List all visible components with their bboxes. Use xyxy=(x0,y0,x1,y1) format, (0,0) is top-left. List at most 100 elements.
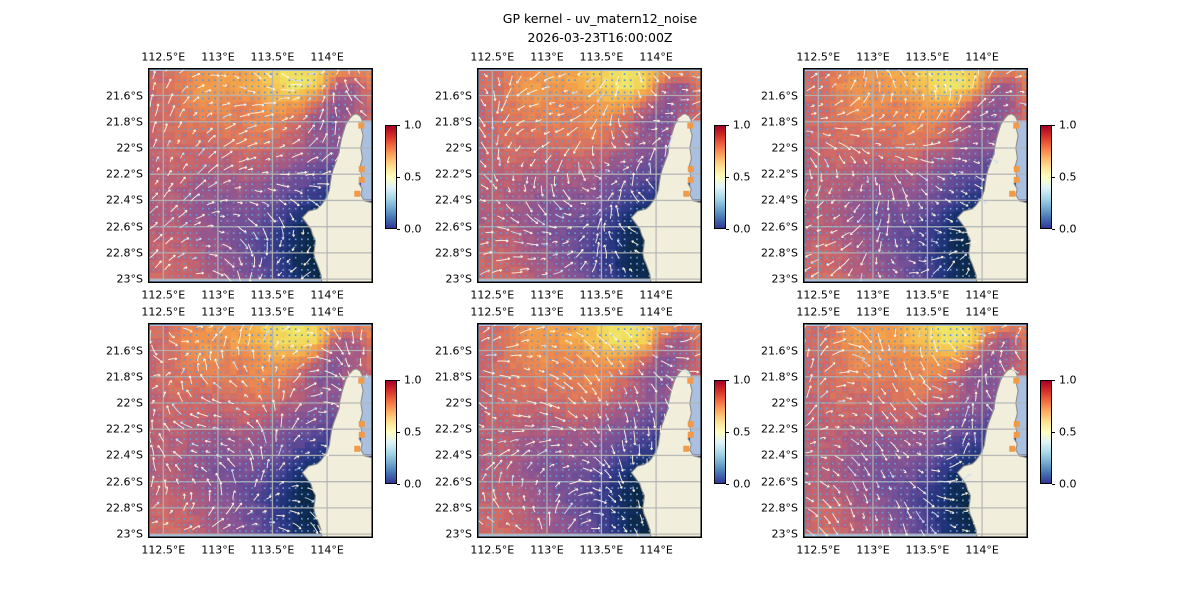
y-tick-7: 23°S xyxy=(771,527,798,541)
y-tick-5: 22.6°S xyxy=(106,475,143,489)
colorbar-tick-mark-1 xyxy=(1052,431,1055,433)
x-tick-top-1: 113°E xyxy=(856,305,890,319)
colorbar-r0-c2 xyxy=(1040,125,1052,229)
subplot-r0-c0: 112.5°E 112.5°E 113°E 113°E 113.5°E 113.5°E 11… xyxy=(106,51,442,302)
colorbar-tick-mark-1 xyxy=(397,176,400,178)
x-tick-bottom-1: 113°E xyxy=(856,288,890,302)
colorbar-tick-mark-2 xyxy=(726,228,729,230)
y-tick-6: 22.8°S xyxy=(435,246,472,260)
colorbar-r0-c1 xyxy=(714,125,726,229)
y-tick-4: 22.4°S xyxy=(435,193,472,207)
x-tick-top-0: 112.5°E xyxy=(141,305,186,319)
y-tick-4: 22.4°S xyxy=(435,448,472,462)
map-canvas-r0-c1 xyxy=(477,68,702,283)
y-tick-7: 23°S xyxy=(445,272,472,286)
y-tick-6: 22.8°S xyxy=(761,246,798,260)
x-tick-top-2: 113.5°E xyxy=(250,50,295,64)
colorbar-tick-label-0: 1.0 xyxy=(1059,373,1077,387)
colorbar-tick-label-1: 0.5 xyxy=(404,170,422,184)
x-tick-bottom-3: 114°E xyxy=(310,288,344,302)
y-tick-6: 22.8°S xyxy=(761,501,798,515)
subplot-r0-c2: 112.5°E 112.5°E 113°E 113°E 113.5°E 113.5°E 11… xyxy=(761,51,1097,302)
x-tick-top-1: 113°E xyxy=(856,50,890,64)
colorbar-r0-c0 xyxy=(385,125,397,229)
colorbar-r1-c1 xyxy=(714,380,726,484)
x-tick-bottom-3: 114°E xyxy=(965,288,999,302)
x-tick-bottom-0: 112.5°E xyxy=(470,543,515,557)
y-tick-1: 21.8°S xyxy=(106,370,143,384)
x-tick-bottom-3: 114°E xyxy=(965,543,999,557)
map-canvas-r0-c2 xyxy=(803,68,1028,283)
y-tick-2: 22°S xyxy=(771,396,798,410)
colorbar-tick-mark-1 xyxy=(726,431,729,433)
x-tick-top-0: 112.5°E xyxy=(796,50,841,64)
x-tick-bottom-0: 112.5°E xyxy=(470,288,515,302)
y-tick-3: 22.2°S xyxy=(106,167,143,181)
x-tick-bottom-0: 112.5°E xyxy=(796,288,841,302)
colorbar-tick-label-0: 1.0 xyxy=(733,373,751,387)
colorbar-tick-mark-0 xyxy=(1052,124,1055,126)
y-tick-2: 22°S xyxy=(445,396,472,410)
x-tick-bottom-2: 113.5°E xyxy=(250,288,295,302)
y-tick-4: 22.4°S xyxy=(106,448,143,462)
colorbar-tick-mark-1 xyxy=(726,176,729,178)
x-tick-top-3: 114°E xyxy=(310,305,344,319)
x-tick-bottom-3: 114°E xyxy=(639,543,673,557)
x-tick-top-2: 113.5°E xyxy=(250,305,295,319)
map-canvas-r1-c2 xyxy=(803,323,1028,538)
map-canvas-r1-c1 xyxy=(477,323,702,538)
y-tick-0: 21.6°S xyxy=(106,344,143,358)
colorbar-r1-c2 xyxy=(1040,380,1052,484)
y-tick-4: 22.4°S xyxy=(761,193,798,207)
x-tick-bottom-1: 113°E xyxy=(856,543,890,557)
colorbar-tick-label-0: 1.0 xyxy=(733,118,751,132)
y-tick-2: 22°S xyxy=(771,141,798,155)
x-tick-top-2: 113.5°E xyxy=(579,305,624,319)
x-tick-bottom-0: 112.5°E xyxy=(141,543,186,557)
x-tick-bottom-1: 113°E xyxy=(530,288,564,302)
map-canvas-r1-c0 xyxy=(148,323,373,538)
y-tick-5: 22.6°S xyxy=(106,220,143,234)
y-tick-0: 21.6°S xyxy=(435,89,472,103)
colorbar-tick-mark-0 xyxy=(726,124,729,126)
y-tick-5: 22.6°S xyxy=(761,220,798,234)
x-tick-top-3: 114°E xyxy=(310,50,344,64)
colorbar-tick-label-0: 1.0 xyxy=(1059,118,1077,132)
x-tick-top-1: 113°E xyxy=(530,50,564,64)
colorbar-tick-mark-2 xyxy=(397,228,400,230)
y-tick-7: 23°S xyxy=(445,527,472,541)
x-tick-top-3: 114°E xyxy=(639,305,673,319)
x-tick-top-3: 114°E xyxy=(965,305,999,319)
y-tick-4: 22.4°S xyxy=(106,193,143,207)
colorbar-tick-label-2: 0.0 xyxy=(733,477,751,491)
y-tick-2: 22°S xyxy=(445,141,472,155)
x-tick-top-0: 112.5°E xyxy=(470,305,515,319)
x-tick-top-2: 113.5°E xyxy=(579,50,624,64)
colorbar-tick-label-1: 0.5 xyxy=(733,425,751,439)
x-tick-bottom-3: 114°E xyxy=(310,543,344,557)
x-tick-top-3: 114°E xyxy=(965,50,999,64)
x-tick-bottom-1: 113°E xyxy=(530,543,564,557)
y-tick-6: 22.8°S xyxy=(106,246,143,260)
y-tick-7: 23°S xyxy=(116,527,143,541)
y-tick-6: 22.8°S xyxy=(106,501,143,515)
map-canvas-r0-c0 xyxy=(148,68,373,283)
y-tick-0: 21.6°S xyxy=(106,89,143,103)
x-tick-top-1: 113°E xyxy=(201,50,235,64)
colorbar-tick-label-1: 0.5 xyxy=(1059,425,1077,439)
figure-title: GP kernel - uv_matern12_noise xyxy=(502,11,698,26)
subplot-r0-c1: 112.5°E 112.5°E 113°E 113°E 113.5°E 113.5°E 11… xyxy=(435,51,771,302)
x-tick-top-1: 113°E xyxy=(530,305,564,319)
y-tick-5: 22.6°S xyxy=(761,475,798,489)
subplot-r1-c1: 112.5°E 112.5°E 113°E 113°E 113.5°E 113.5°E 11… xyxy=(435,306,771,557)
x-tick-top-0: 112.5°E xyxy=(141,50,186,64)
colorbar-tick-label-1: 0.5 xyxy=(1059,170,1077,184)
x-tick-bottom-2: 113.5°E xyxy=(905,543,950,557)
y-tick-0: 21.6°S xyxy=(435,344,472,358)
y-tick-2: 22°S xyxy=(116,396,143,410)
colorbar-r1-c0 xyxy=(385,380,397,484)
colorbar-tick-label-2: 0.0 xyxy=(404,222,422,236)
y-tick-1: 21.8°S xyxy=(435,115,472,129)
colorbar-tick-label-0: 1.0 xyxy=(404,373,422,387)
